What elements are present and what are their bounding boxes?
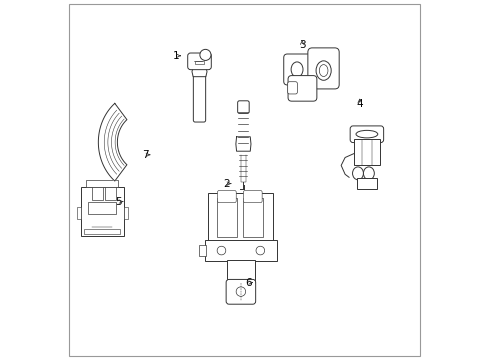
Polygon shape [192,67,206,77]
Ellipse shape [363,167,373,180]
Bar [77,207,81,219]
Text: 4: 4 [356,99,362,109]
Text: 2: 2 [223,179,229,189]
Bar [194,62,204,64]
Text: 5: 5 [115,197,122,207]
Bar [124,207,128,219]
FancyBboxPatch shape [307,48,339,89]
Bar [205,240,276,261]
Bar [86,180,118,187]
Bar [199,245,205,256]
Bar [84,229,120,234]
Ellipse shape [352,167,363,180]
FancyBboxPatch shape [243,190,262,203]
Bar [105,187,116,200]
FancyBboxPatch shape [193,73,205,122]
Bar [88,202,116,213]
Text: 6: 6 [244,278,251,288]
Circle shape [200,49,210,60]
Ellipse shape [315,61,330,80]
Bar [226,260,254,283]
Bar [217,198,236,237]
FancyBboxPatch shape [217,190,236,203]
Bar [208,193,273,241]
Ellipse shape [355,130,377,138]
FancyBboxPatch shape [237,101,249,113]
Text: 3: 3 [298,40,305,50]
Bar [353,139,379,166]
Bar [92,187,103,200]
Polygon shape [98,103,127,181]
FancyBboxPatch shape [187,53,211,70]
FancyBboxPatch shape [225,279,255,304]
Text: 1: 1 [172,51,179,61]
Ellipse shape [290,62,303,77]
FancyBboxPatch shape [287,82,297,94]
FancyBboxPatch shape [349,126,383,143]
FancyBboxPatch shape [287,76,316,101]
Bar [81,187,124,237]
Text: 7: 7 [142,150,148,160]
FancyBboxPatch shape [283,54,338,85]
Bar [243,198,262,237]
Bar [356,178,376,189]
Ellipse shape [319,65,327,77]
